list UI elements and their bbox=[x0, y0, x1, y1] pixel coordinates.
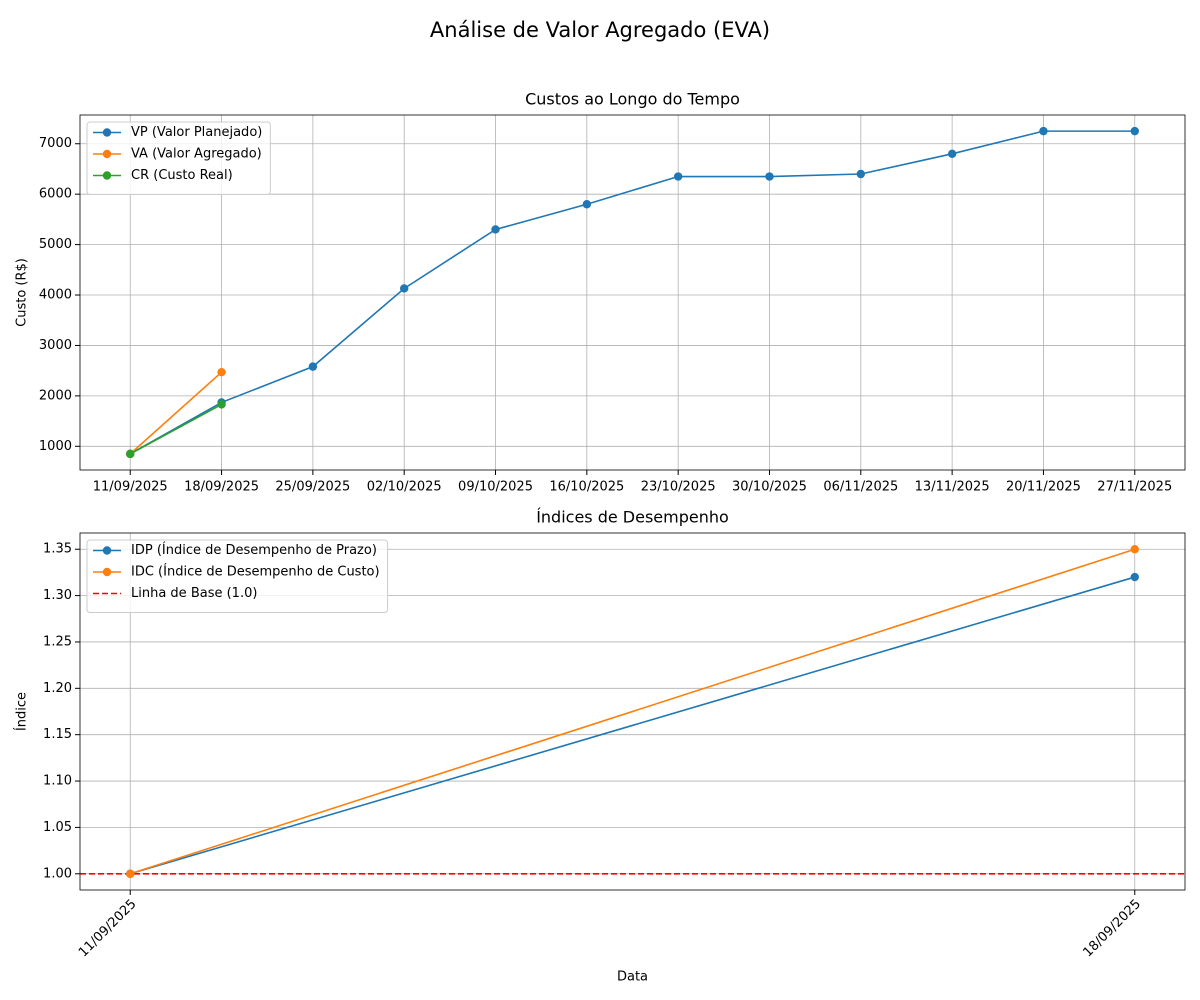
legend-label: VP (Valor Planejado) bbox=[131, 125, 262, 140]
x-axis-label: Data bbox=[617, 970, 648, 985]
y-tick-label: 1.00 bbox=[43, 866, 72, 881]
y-tick-label: 1.20 bbox=[43, 681, 72, 696]
data-point bbox=[217, 400, 226, 409]
y-axis-label: Índice bbox=[14, 692, 30, 731]
data-point bbox=[582, 200, 592, 209]
data-point bbox=[765, 172, 774, 181]
plot-frame bbox=[79, 532, 1186, 891]
x-tick-label: 06/11/2025 bbox=[823, 480, 898, 495]
y-tick-label: 1.15 bbox=[43, 727, 72, 742]
x-tick-label: 20/11/2025 bbox=[1006, 480, 1081, 495]
legend-label: IDP (Índice de Desempenho de Prazo) bbox=[131, 542, 377, 558]
figure-title: Análise de Valor Agregado (EVA) bbox=[430, 18, 770, 42]
x-tick-label: 30/10/2025 bbox=[732, 480, 807, 495]
data-point bbox=[126, 449, 135, 459]
data-point bbox=[673, 172, 683, 181]
legend-label: VA (Valor Agregado) bbox=[131, 147, 262, 162]
x-tick-label: 27/11/2025 bbox=[1097, 480, 1172, 495]
y-tick-label: 7000 bbox=[39, 136, 72, 151]
legend-marker bbox=[102, 546, 112, 555]
data-point bbox=[856, 169, 866, 179]
plot-frame bbox=[79, 114, 1186, 471]
legend-box bbox=[86, 539, 389, 613]
y-tick-label: 4000 bbox=[39, 288, 72, 303]
y-tick-label: 1000 bbox=[39, 439, 72, 454]
y-tick-label: 1.05 bbox=[43, 820, 72, 835]
data-point bbox=[217, 367, 226, 377]
data-point bbox=[947, 149, 957, 159]
data-point bbox=[491, 225, 500, 234]
x-tick-label: 02/10/2025 bbox=[367, 480, 442, 495]
x-tick-label: 09/10/2025 bbox=[458, 480, 533, 495]
x-tick-label: 23/10/2025 bbox=[641, 480, 716, 495]
data-point bbox=[1130, 545, 1139, 554]
y-tick-label: 1.30 bbox=[43, 588, 72, 603]
y-tick-label: 5000 bbox=[39, 237, 72, 252]
legend-label: IDC (Índice de Desempenho de Custo) bbox=[131, 564, 380, 580]
x-tick-label: 13/11/2025 bbox=[915, 480, 990, 495]
legend-box bbox=[86, 121, 271, 195]
y-tick-label: 2000 bbox=[39, 388, 72, 403]
legend-label: Linha de Base (1.0) bbox=[131, 586, 257, 601]
y-tick-label: 1.25 bbox=[43, 634, 72, 649]
legend-label: CR (Custo Real) bbox=[131, 168, 233, 183]
subplot-title: Índices de Desempenho bbox=[536, 508, 729, 527]
x-tick-label: 16/10/2025 bbox=[549, 480, 624, 495]
y-tick-label: 3000 bbox=[39, 338, 72, 353]
series-line bbox=[130, 576, 1135, 875]
series-line bbox=[129, 130, 1135, 455]
y-tick-label: 1.35 bbox=[43, 542, 72, 557]
y-axis-label: Custo (R$) bbox=[15, 258, 30, 327]
x-tick-label: 25/09/2025 bbox=[275, 480, 350, 495]
data-point bbox=[308, 362, 318, 371]
legend-marker bbox=[102, 128, 112, 137]
y-tick-label: 1.10 bbox=[43, 774, 72, 789]
data-point bbox=[399, 284, 409, 293]
data-point bbox=[1130, 126, 1139, 136]
legend-marker bbox=[102, 149, 112, 159]
legend-marker bbox=[102, 567, 112, 577]
data-point bbox=[1130, 572, 1139, 582]
legend-marker bbox=[102, 171, 112, 180]
subplot-title: Custos ao Longo do Tempo bbox=[525, 90, 740, 109]
series-line bbox=[129, 403, 222, 455]
data-point bbox=[1039, 126, 1048, 136]
x-tick-label: 18/09/2025 bbox=[184, 480, 259, 495]
series-line bbox=[129, 371, 223, 455]
data-point bbox=[126, 869, 135, 878]
x-tick-label: 11/09/2025 bbox=[93, 480, 168, 495]
series-line bbox=[129, 548, 1136, 875]
y-tick-label: 6000 bbox=[39, 187, 72, 202]
